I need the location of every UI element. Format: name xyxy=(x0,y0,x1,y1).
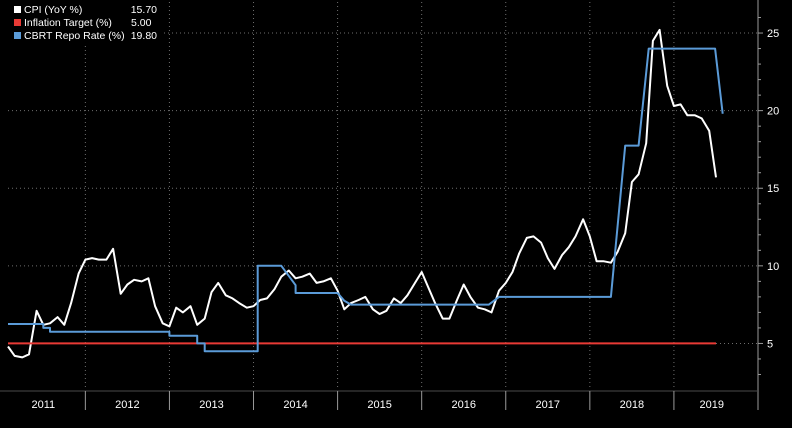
x-tick-label-2017: 2017 xyxy=(536,399,560,411)
x-tick-label-2011: 2011 xyxy=(31,399,55,411)
legend: CPI (YoY %) 15.70 Inflation Target (%) 5.00… xyxy=(0,0,163,43)
legend-swatch-1 xyxy=(14,19,21,26)
y-tick-label-25: 25 xyxy=(767,28,779,40)
y-tick-label-10: 10 xyxy=(767,261,779,273)
legend-swatch-0 xyxy=(14,6,21,13)
legend-swatch-2 xyxy=(14,32,21,39)
x-tick-label-2015: 2015 xyxy=(367,399,391,411)
legend-label-1: Inflation Target (%) xyxy=(24,17,112,29)
x-tick-label-2018: 2018 xyxy=(620,399,644,411)
y-tick-label-15: 15 xyxy=(767,183,779,195)
y-tick-label-20: 20 xyxy=(767,106,779,118)
legend-label-2: CBRT Repo Rate (%) xyxy=(24,30,125,42)
series-line-0 xyxy=(7,28,717,359)
x-tick-label-2014: 2014 xyxy=(283,399,307,411)
legend-label-0: CPI (YoY %) xyxy=(24,4,82,16)
legend-background xyxy=(0,0,163,43)
grid-layer xyxy=(8,2,758,390)
legend-value-1: 5.00 xyxy=(131,17,152,29)
series-line-2 xyxy=(8,47,724,353)
x-tick-label-2012: 2012 xyxy=(115,399,139,411)
legend-value-0: 15.70 xyxy=(131,4,157,16)
series-layer xyxy=(7,28,724,359)
legend-value-2: 19.80 xyxy=(131,30,157,42)
x-tick-label-2013: 2013 xyxy=(199,399,223,411)
y-tick-label-5: 5 xyxy=(767,338,773,350)
x-tick-label-2016: 2016 xyxy=(451,399,475,411)
axis-layer: 5 10 15 20 25 2011 2012 2013 2014 2015 2016 2017 201… xyxy=(0,0,779,411)
x-tick-label-2019: 2019 xyxy=(700,399,724,411)
